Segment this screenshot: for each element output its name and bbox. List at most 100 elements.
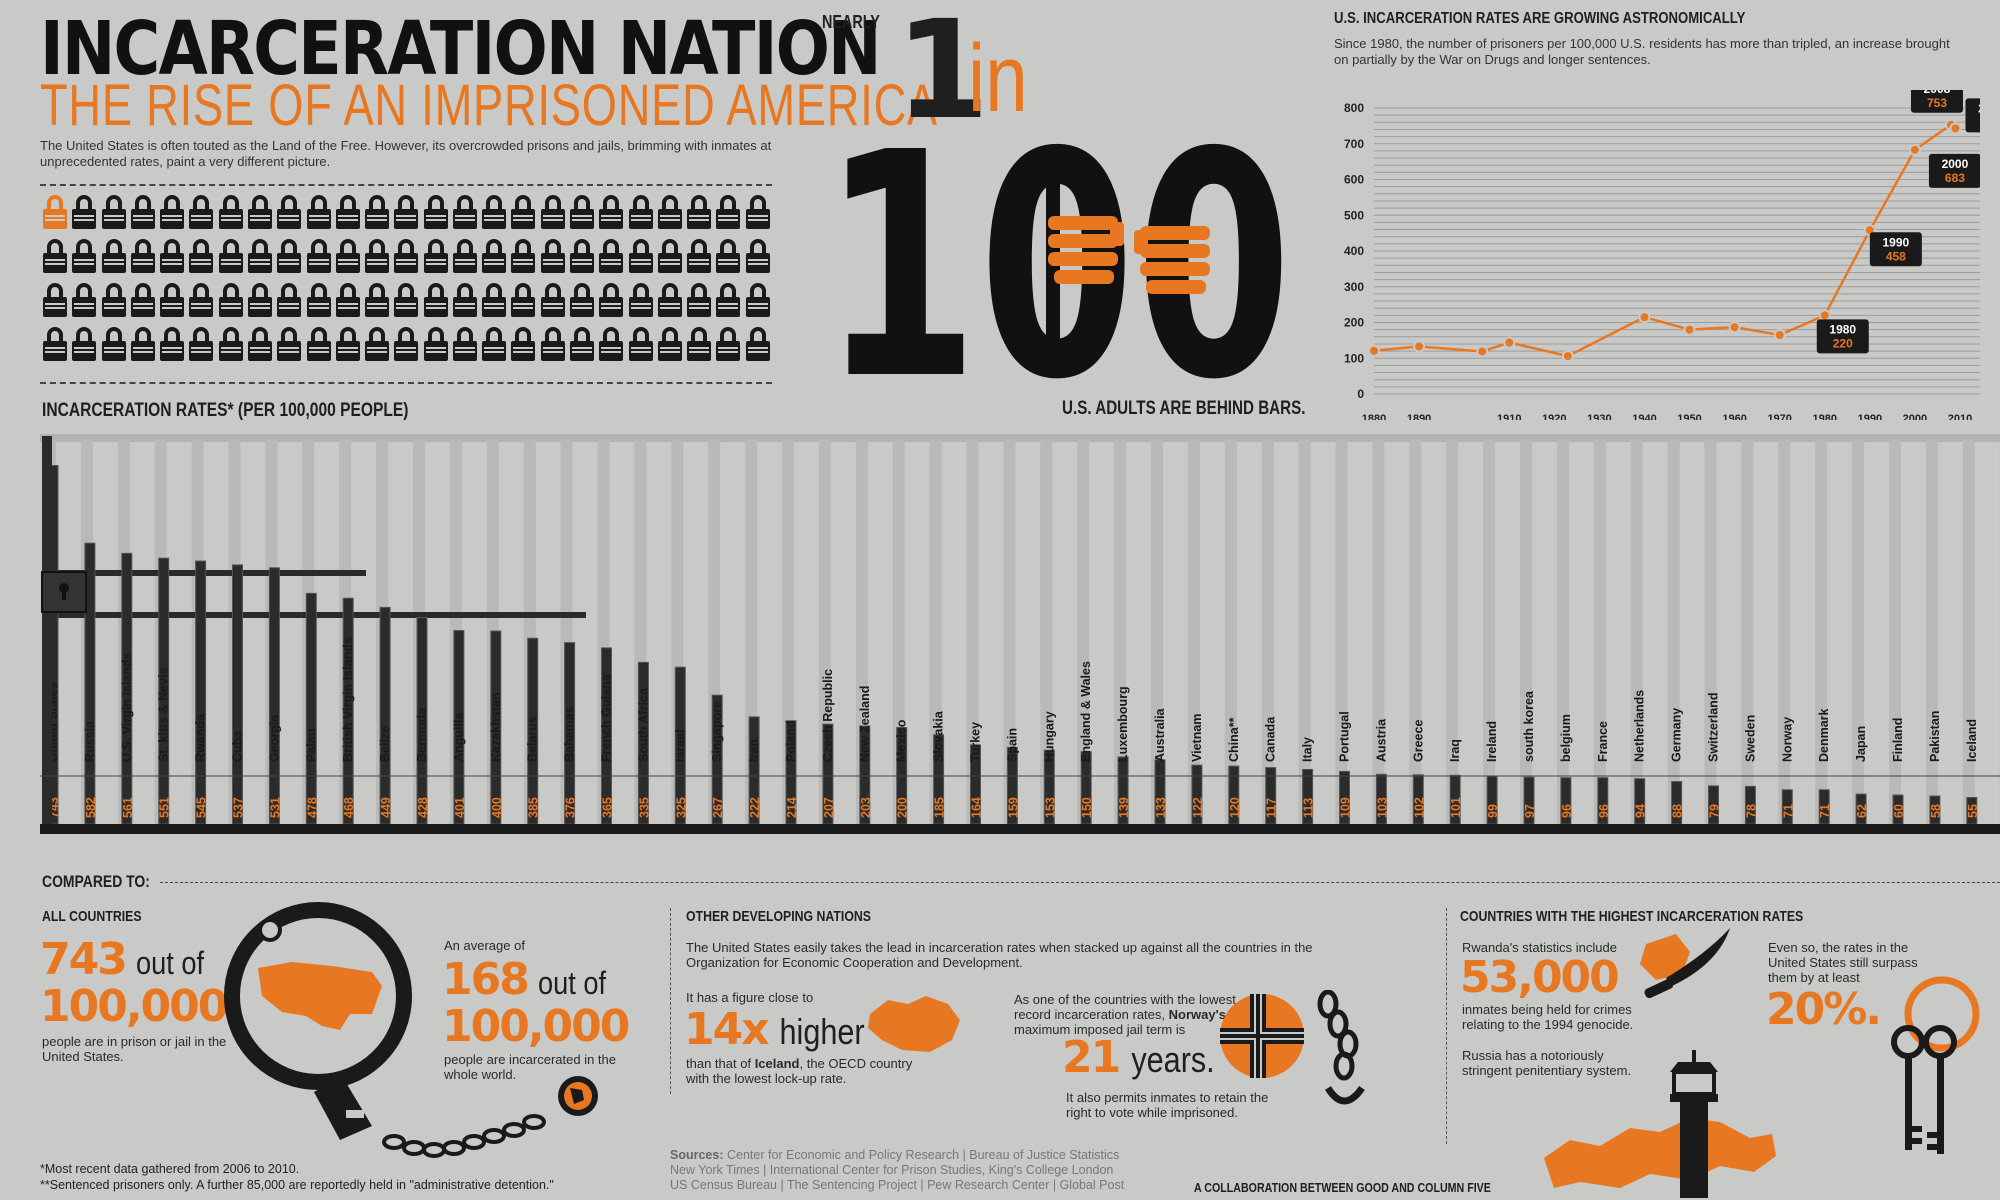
padlock-icon: [159, 283, 185, 319]
x-tick-label: 1930: [1587, 413, 1611, 420]
data-point: [1728, 321, 1741, 334]
figure-intro: It has a figure close to: [686, 990, 814, 1005]
annotation-year: 1980: [1829, 322, 1856, 336]
padlock-icon: [276, 239, 302, 275]
norway-flag-icon: [1220, 994, 1304, 1078]
y-tick-label: 700: [1344, 137, 1364, 151]
padlock-icon: [71, 239, 97, 275]
percent-number: 20%.: [1766, 984, 1882, 1035]
value-label: 99: [1486, 804, 1500, 818]
background-bar: [1409, 440, 1422, 824]
world-rate-desc: people are incarcerated in the whole wor…: [444, 1052, 617, 1082]
line-chart-title: U.S. INCARCERATION RATES ARE GROWING AST…: [1334, 10, 1746, 27]
background-bar: [1151, 440, 1163, 824]
hero-caption: U.S. ADULTS ARE BEHIND BARS.: [1062, 398, 1306, 419]
category-label: Vietnam: [1190, 714, 1204, 762]
category-label: France: [1596, 721, 1610, 762]
intro-text: The United States is often touted as the…: [40, 138, 772, 169]
padlock-icon: [569, 239, 595, 275]
background-bar: [1962, 440, 1975, 824]
padlock-icon: [247, 327, 273, 363]
y-tick-label: 0: [1357, 387, 1364, 401]
hero-in: in: [968, 25, 1028, 132]
value-label: 551: [158, 797, 172, 818]
value-label: 71: [1781, 804, 1795, 818]
value-label: 120: [1228, 797, 1242, 818]
category-label: Portugal: [1338, 711, 1352, 762]
padlock-icon: [71, 283, 97, 319]
years-label: years.: [1131, 1039, 1215, 1080]
x-tick-label: 1890: [1407, 413, 1431, 420]
bar: [195, 560, 207, 825]
divider: [160, 882, 2000, 883]
background-bar: [1889, 440, 1901, 824]
value-label: 79: [1708, 804, 1722, 818]
hero-one: 1: [895, 0, 990, 150]
padlock-icon: [276, 283, 302, 319]
padlock-icon: [130, 327, 156, 363]
developing-heading: OTHER DEVELOPING NATIONS: [686, 908, 871, 925]
padlock-icon: [598, 327, 624, 363]
padlock-icon: [101, 283, 127, 319]
value-label: 385: [527, 797, 541, 818]
padlock-icon: [715, 195, 741, 231]
background-bar: [1114, 440, 1127, 824]
russia-tower-graphic: [1544, 1050, 1776, 1198]
padlock-icon: [218, 195, 244, 231]
category-label: Singapore: [710, 701, 724, 762]
all-countries-heading: ALL COUNTRIES: [42, 908, 142, 925]
padlock-icon: [510, 239, 536, 275]
padlock-icon: [628, 239, 654, 275]
padlock-icon: [481, 283, 507, 319]
padlock-icon: [510, 283, 536, 319]
x-tick-label: 1880: [1362, 413, 1386, 420]
category-label: Denmark: [1817, 708, 1831, 762]
value-label: 62: [1855, 804, 1869, 818]
padlock-icon: [540, 239, 566, 275]
divider: [40, 382, 772, 384]
data-point: [1773, 329, 1786, 342]
value-label: 207: [822, 797, 836, 818]
background-bar: [1298, 440, 1311, 824]
padlock-icon: [657, 327, 683, 363]
norway-flag-shackle-graphic: [1220, 990, 1365, 1105]
padlock-icon: [101, 195, 127, 231]
annotation-year: 2000: [1942, 157, 1969, 171]
handcuffs-usmap-graphic: [224, 902, 598, 1158]
padlock-icon: [598, 283, 624, 319]
padlock-icon: [715, 239, 741, 275]
times-higher-label: higher: [779, 1011, 865, 1052]
world-rate-out-of: out of: [538, 965, 607, 1001]
surpass-desc: Even so, the rates in the United States …: [1768, 940, 1918, 985]
padlock-icon: [218, 283, 244, 319]
padlock-icon: [364, 327, 390, 363]
rwanda-desc: inmates being held for crimes relating t…: [1462, 1002, 1634, 1032]
value-label: 153: [1043, 797, 1057, 818]
y-tick-label: 400: [1344, 244, 1364, 258]
background-bar: [1704, 440, 1717, 824]
category-label: China**: [1227, 717, 1241, 762]
padlock-icon: [423, 283, 449, 319]
background-bar: [1372, 440, 1385, 824]
value-label: 449: [379, 797, 393, 818]
collaboration-credit: A COLLABORATION BETWEEN GOOD AND COLUMN …: [1194, 1180, 1491, 1195]
padlock-icon: [218, 239, 244, 275]
background-bar: [1815, 440, 1828, 824]
padlock-icon: [130, 195, 156, 231]
x-tick-label: 1920: [1542, 413, 1566, 420]
footnote-2: **Sentenced prisoners only. A further 85…: [40, 1178, 554, 1192]
annotation-value: 683: [1945, 171, 1965, 185]
padlock-icon: [306, 239, 332, 275]
y-tick-label: 500: [1344, 208, 1364, 222]
padlock-icon: [452, 239, 478, 275]
padlock-icon: [452, 283, 478, 319]
padlock-icon: [686, 283, 712, 319]
category-label: Rwanda: [194, 713, 208, 762]
padlock-icon: [159, 239, 185, 275]
category-label: south korea: [1522, 690, 1536, 762]
value-label: 96: [1597, 804, 1611, 818]
category-label: Russia: [83, 720, 97, 762]
page-title: INCARCERATION NATION: [40, 6, 881, 92]
bar: [379, 606, 391, 825]
